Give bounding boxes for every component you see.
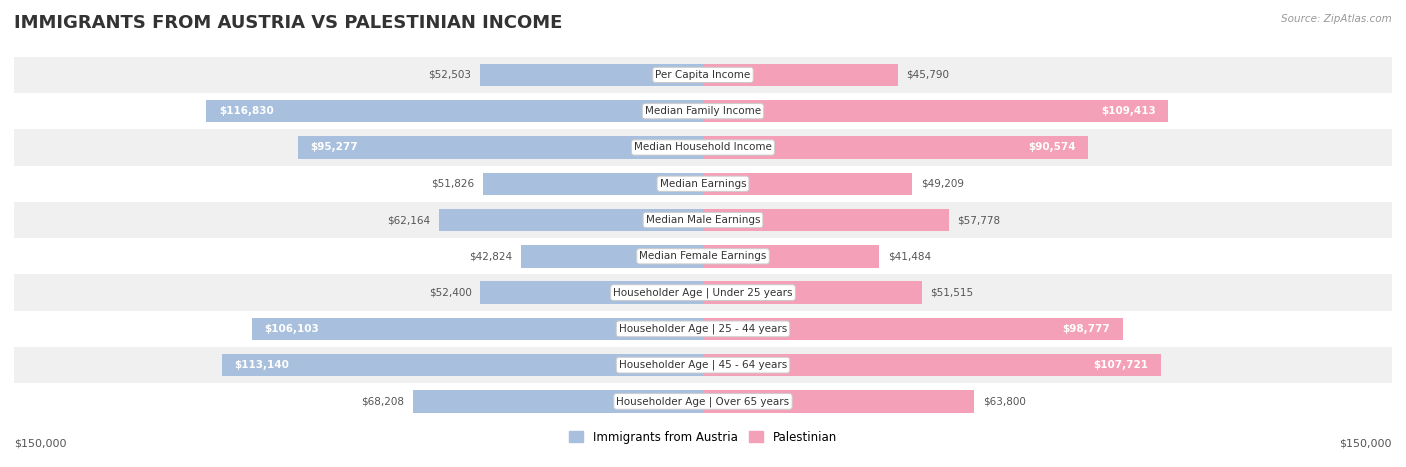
Text: $52,503: $52,503 <box>429 70 471 80</box>
Bar <box>14 166 1392 202</box>
Bar <box>14 93 1392 129</box>
Text: $57,778: $57,778 <box>957 215 1000 225</box>
Text: $45,790: $45,790 <box>907 70 949 80</box>
Text: $49,209: $49,209 <box>921 179 963 189</box>
Bar <box>703 390 974 413</box>
Bar <box>413 390 703 413</box>
Bar <box>703 281 922 304</box>
Bar <box>222 354 703 376</box>
Text: $68,208: $68,208 <box>361 396 405 406</box>
Text: $51,515: $51,515 <box>931 288 974 297</box>
Bar <box>439 209 703 231</box>
Bar <box>14 383 1392 419</box>
Bar <box>481 281 703 304</box>
Bar <box>252 318 703 340</box>
Text: $116,830: $116,830 <box>219 106 274 116</box>
Bar <box>14 57 1392 93</box>
Bar <box>14 238 1392 275</box>
Bar <box>703 136 1088 159</box>
Text: Householder Age | 25 - 44 years: Householder Age | 25 - 44 years <box>619 324 787 334</box>
Bar <box>703 245 879 268</box>
Text: Source: ZipAtlas.com: Source: ZipAtlas.com <box>1281 14 1392 24</box>
Bar <box>703 172 912 195</box>
Text: $42,824: $42,824 <box>470 251 512 262</box>
Text: $98,777: $98,777 <box>1063 324 1111 334</box>
Text: Householder Age | Under 25 years: Householder Age | Under 25 years <box>613 287 793 298</box>
Bar <box>482 172 703 195</box>
Bar <box>14 202 1392 238</box>
Text: $51,826: $51,826 <box>432 179 474 189</box>
Text: $106,103: $106,103 <box>264 324 319 334</box>
Text: Median Female Earnings: Median Female Earnings <box>640 251 766 262</box>
Bar <box>703 209 949 231</box>
Text: $150,000: $150,000 <box>1340 439 1392 448</box>
Text: $150,000: $150,000 <box>14 439 66 448</box>
Text: $52,400: $52,400 <box>429 288 471 297</box>
Text: IMMIGRANTS FROM AUSTRIA VS PALESTINIAN INCOME: IMMIGRANTS FROM AUSTRIA VS PALESTINIAN I… <box>14 14 562 32</box>
Text: Median Earnings: Median Earnings <box>659 179 747 189</box>
Bar <box>14 311 1392 347</box>
Text: Median Family Income: Median Family Income <box>645 106 761 116</box>
Text: $63,800: $63,800 <box>983 396 1026 406</box>
Text: Per Capita Income: Per Capita Income <box>655 70 751 80</box>
Legend: Immigrants from Austria, Palestinian: Immigrants from Austria, Palestinian <box>569 431 837 444</box>
Bar <box>703 64 898 86</box>
Bar <box>207 100 703 122</box>
Bar <box>14 129 1392 166</box>
Text: $95,277: $95,277 <box>311 142 359 152</box>
Text: $62,164: $62,164 <box>387 215 430 225</box>
Bar <box>298 136 703 159</box>
Text: $90,574: $90,574 <box>1028 142 1076 152</box>
Bar <box>14 275 1392 311</box>
Text: $113,140: $113,140 <box>235 360 290 370</box>
Bar <box>703 354 1161 376</box>
Text: $41,484: $41,484 <box>889 251 931 262</box>
Bar <box>479 64 703 86</box>
Text: Householder Age | 45 - 64 years: Householder Age | 45 - 64 years <box>619 360 787 370</box>
Text: Householder Age | Over 65 years: Householder Age | Over 65 years <box>616 396 790 407</box>
Bar <box>703 100 1168 122</box>
Text: $107,721: $107,721 <box>1094 360 1149 370</box>
Bar <box>703 318 1123 340</box>
Text: Median Household Income: Median Household Income <box>634 142 772 152</box>
Text: Median Male Earnings: Median Male Earnings <box>645 215 761 225</box>
Bar <box>520 245 703 268</box>
Text: $109,413: $109,413 <box>1101 106 1156 116</box>
Bar <box>14 347 1392 383</box>
